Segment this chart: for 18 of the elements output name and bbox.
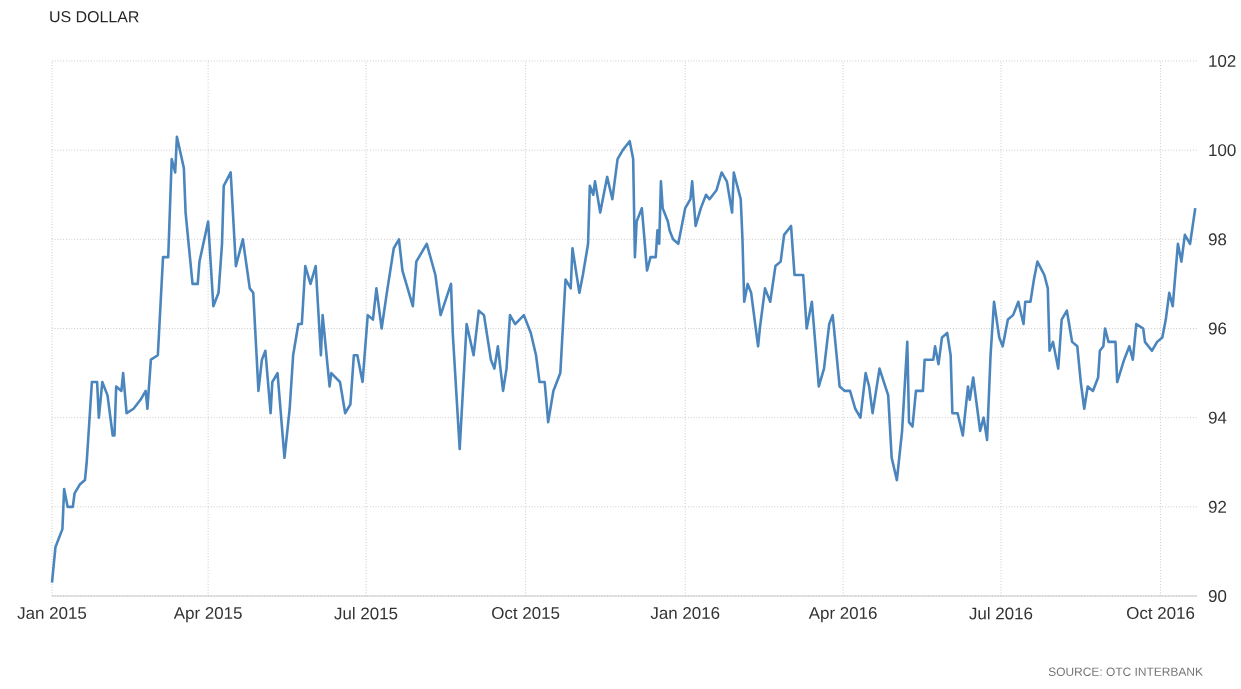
x-tick-label: Oct 2015	[492, 607, 560, 620]
line-series	[50, 135, 1197, 584]
x-tick-label: Jul 2016	[969, 607, 1033, 620]
y-tick-label: 102	[1209, 55, 1236, 67]
source-note: SOURCE: OTC INTERBANK	[1048, 667, 1203, 676]
x-tick-label: Jul 2015	[334, 607, 398, 620]
y-tick-label: 92	[1208, 500, 1227, 513]
chart-title: US DOLLAR	[50, 11, 139, 23]
x-tick-label: Jan 2015	[17, 607, 87, 620]
y-tick-label: 98	[1208, 233, 1227, 246]
y-tick-label: 96	[1208, 322, 1227, 335]
x-tick-label: Jan 2016	[650, 607, 720, 620]
y-tick-label: 100	[1209, 144, 1236, 157]
y-tick-label: 94	[1208, 411, 1227, 424]
x-tick-label: Apr 2015	[173, 607, 242, 623]
x-tick-label: Oct 2016	[1127, 607, 1195, 620]
x-tick-label: Apr 2016	[808, 607, 877, 623]
y-tick-label: 90	[1208, 590, 1227, 602]
